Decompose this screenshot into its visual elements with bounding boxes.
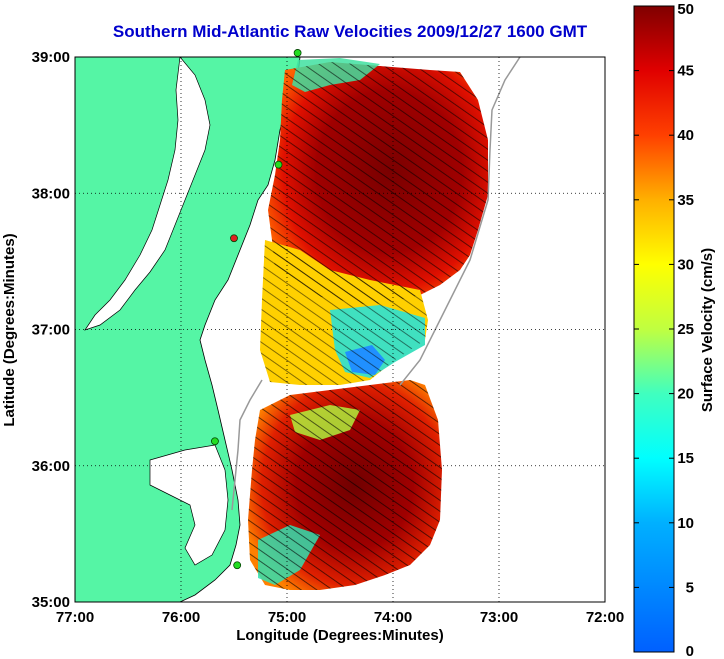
colorbar: [633, 5, 675, 653]
x-axis-label: Longitude (Degrees:Minutes): [236, 627, 444, 644]
colorbar-tick-label: 30: [677, 256, 694, 273]
y-tick-label: 39:00: [32, 49, 70, 66]
colorbar-tick-label: 50: [677, 1, 694, 18]
y-tick-label: 36:00: [32, 458, 70, 475]
vector-arrows-mid: [260, 240, 428, 385]
station-marker: [274, 160, 283, 169]
colorbar-tick-label: 35: [677, 192, 694, 209]
x-tick-label: 76:00: [162, 609, 200, 626]
colorbar-label: Surface Velocity (cm/s): [699, 248, 716, 412]
colorbar-tick-label: 20: [677, 386, 694, 403]
x-axis-ticks: 77:00 76:00 75:00 74:00 73:00 72:00: [56, 609, 624, 626]
bathymetry-contour-south: [231, 379, 263, 511]
x-tick-label: 77:00: [56, 609, 94, 626]
colorbar-tick-label: 10: [677, 515, 694, 532]
y-axis-ticks: 39:00 38:00 37:00 36:00 35:00: [32, 49, 70, 611]
y-tick-label: 37:00: [32, 322, 70, 339]
x-tick-label: 74:00: [374, 609, 412, 626]
vector-arrows-south: [248, 380, 442, 590]
colorbar-tick-label: 5: [686, 579, 694, 596]
station-marker: [211, 437, 219, 446]
colorbar-tick-label: 0: [686, 643, 694, 659]
bathymetry-contour: [399, 57, 521, 386]
plot-border: [74, 56, 606, 603]
x-tick-label: 73:00: [480, 609, 518, 626]
colorbar-tick-label: 25: [677, 321, 694, 338]
y-tick-label: 35:00: [32, 594, 70, 611]
station-marker: [233, 561, 242, 570]
inland-bay: [84, 57, 211, 331]
stations: [211, 49, 302, 570]
station-marker: [293, 49, 302, 57]
vector-arrows-north: [268, 62, 488, 305]
map-title: Southern Mid-Atlantic Raw Velocities 200…: [112, 22, 588, 41]
colorbar-tick-label: 40: [677, 127, 694, 144]
grid-lines: [75, 57, 605, 602]
station-marker: [230, 234, 238, 243]
x-tick-label: 72:00: [586, 609, 624, 626]
colorbar-tick-label: 45: [677, 63, 694, 80]
x-tick-label: 75:00: [268, 609, 306, 626]
y-tick-label: 38:00: [32, 185, 70, 202]
colorbar-tick-label: 15: [677, 450, 694, 467]
y-axis-label: Latitude (Degrees:Minutes): [1, 233, 18, 426]
sound-water: [149, 444, 229, 566]
